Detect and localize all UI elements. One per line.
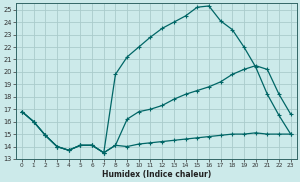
X-axis label: Humidex (Indice chaleur): Humidex (Indice chaleur)	[102, 169, 211, 179]
